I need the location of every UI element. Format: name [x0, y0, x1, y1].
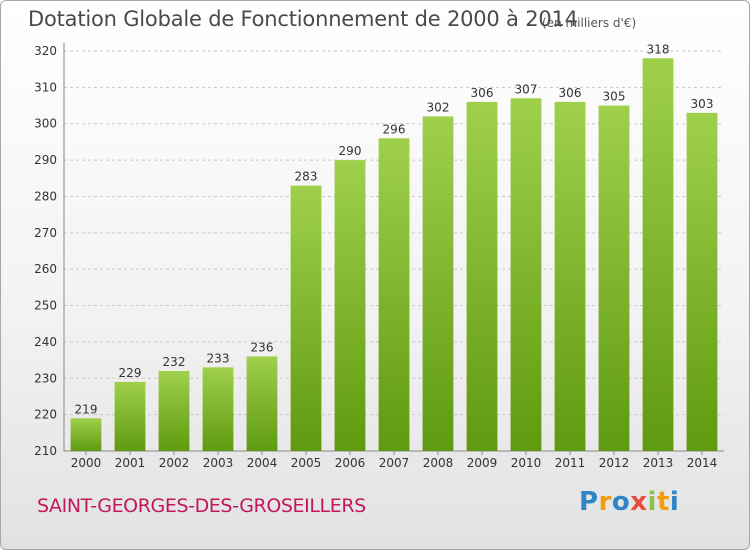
- bar: [422, 116, 454, 452]
- x-tick-label: 2001: [115, 456, 146, 470]
- data-label: 306: [471, 86, 494, 100]
- x-tick-label: 2002: [159, 456, 190, 470]
- y-tick-label: 210: [34, 444, 57, 458]
- proxiti-logo: Proxiti: [579, 487, 679, 517]
- data-label: 290: [339, 144, 362, 158]
- x-tick-label: 2005: [291, 456, 322, 470]
- x-tick-label: 2006: [335, 456, 366, 470]
- y-tick-label: 280: [34, 189, 57, 203]
- y-tick-label: 240: [34, 335, 57, 349]
- y-tick-label: 290: [34, 153, 57, 167]
- bar: [114, 381, 146, 451]
- commune-name: SAINT-GEORGES-DES-GROSEILLERS: [37, 495, 366, 517]
- logo-letter: r: [598, 487, 612, 517]
- y-tick-label: 250: [34, 299, 57, 313]
- x-tick-labels: 2000 2001 2002 2003 2004 2005 2006 2007 2008 2009…: [71, 456, 718, 470]
- data-label: 232: [163, 355, 186, 369]
- y-tick-label: 260: [34, 262, 57, 276]
- x-tick-label: 2013: [643, 456, 674, 470]
- data-label: 236: [251, 340, 274, 354]
- bar: [378, 138, 410, 452]
- y-tick-label: 230: [34, 371, 57, 385]
- data-label: 296: [383, 122, 406, 136]
- y-tick-label: 300: [34, 117, 57, 131]
- bars: [70, 58, 718, 452]
- data-label: 302: [427, 100, 450, 114]
- data-label: 303: [691, 97, 714, 111]
- data-labels: 219 229 232 233 236 283 290 296 302 306 307 306 305 3…: [75, 42, 714, 416]
- bar: [642, 58, 674, 451]
- data-label: 233: [207, 351, 230, 365]
- bar: [158, 371, 190, 451]
- x-tick-label: 2008: [423, 456, 454, 470]
- x-tick-label: 2010: [511, 456, 542, 470]
- x-tick-label: 2009: [467, 456, 498, 470]
- logo-letter: x: [630, 487, 648, 517]
- x-tick-label: 2007: [379, 456, 410, 470]
- y-tick-label: 310: [34, 80, 57, 94]
- data-label: 283: [295, 170, 318, 184]
- x-tick-label: 2004: [247, 456, 278, 470]
- y-tick-labels: 210 220 230 240 250 260 270 280 290 300 310 320: [34, 44, 57, 458]
- bar: [334, 160, 366, 451]
- logo-letter: t: [656, 487, 670, 517]
- chart-title: Dotation Globale de Fonctionnement de 20…: [28, 7, 578, 31]
- x-tick-label: 2011: [555, 456, 586, 470]
- logo-letter: o: [611, 487, 631, 517]
- chart-unit: (en milliers d'€): [542, 16, 637, 30]
- bar: [598, 105, 630, 451]
- data-label: 229: [119, 366, 142, 380]
- logo-letter: i: [647, 487, 657, 517]
- bar: [686, 112, 718, 452]
- data-label: 318: [647, 42, 670, 56]
- data-label: 307: [515, 82, 538, 96]
- bar: [202, 367, 234, 451]
- x-tick-label: 2003: [203, 456, 234, 470]
- bar: [246, 356, 278, 451]
- y-tick-label: 270: [34, 226, 57, 240]
- bar: [70, 418, 102, 451]
- x-tick-label: 2014: [687, 456, 718, 470]
- bar: [290, 185, 322, 451]
- bar: [510, 98, 542, 451]
- x-tick-label: 2000: [71, 456, 102, 470]
- logo-letter: P: [579, 487, 599, 517]
- data-label: 306: [559, 86, 582, 100]
- bar: [466, 101, 498, 451]
- logo-letter: i: [669, 487, 680, 517]
- data-label: 219: [75, 402, 98, 416]
- x-tick-label: 2012: [599, 456, 630, 470]
- bar: [554, 101, 586, 451]
- data-label: 305: [603, 90, 626, 104]
- y-tick-label: 320: [34, 44, 57, 58]
- y-tick-label: 220: [34, 408, 57, 422]
